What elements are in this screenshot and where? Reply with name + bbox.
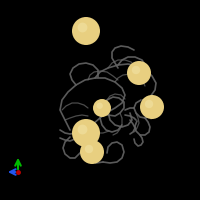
Circle shape bbox=[80, 140, 104, 164]
Circle shape bbox=[72, 119, 100, 147]
Circle shape bbox=[132, 66, 140, 74]
Circle shape bbox=[72, 17, 100, 45]
Circle shape bbox=[93, 99, 111, 117]
Circle shape bbox=[127, 61, 151, 85]
Circle shape bbox=[97, 103, 103, 109]
Circle shape bbox=[78, 23, 87, 32]
Circle shape bbox=[85, 145, 93, 153]
Circle shape bbox=[145, 100, 153, 108]
Circle shape bbox=[78, 125, 87, 134]
Circle shape bbox=[140, 95, 164, 119]
